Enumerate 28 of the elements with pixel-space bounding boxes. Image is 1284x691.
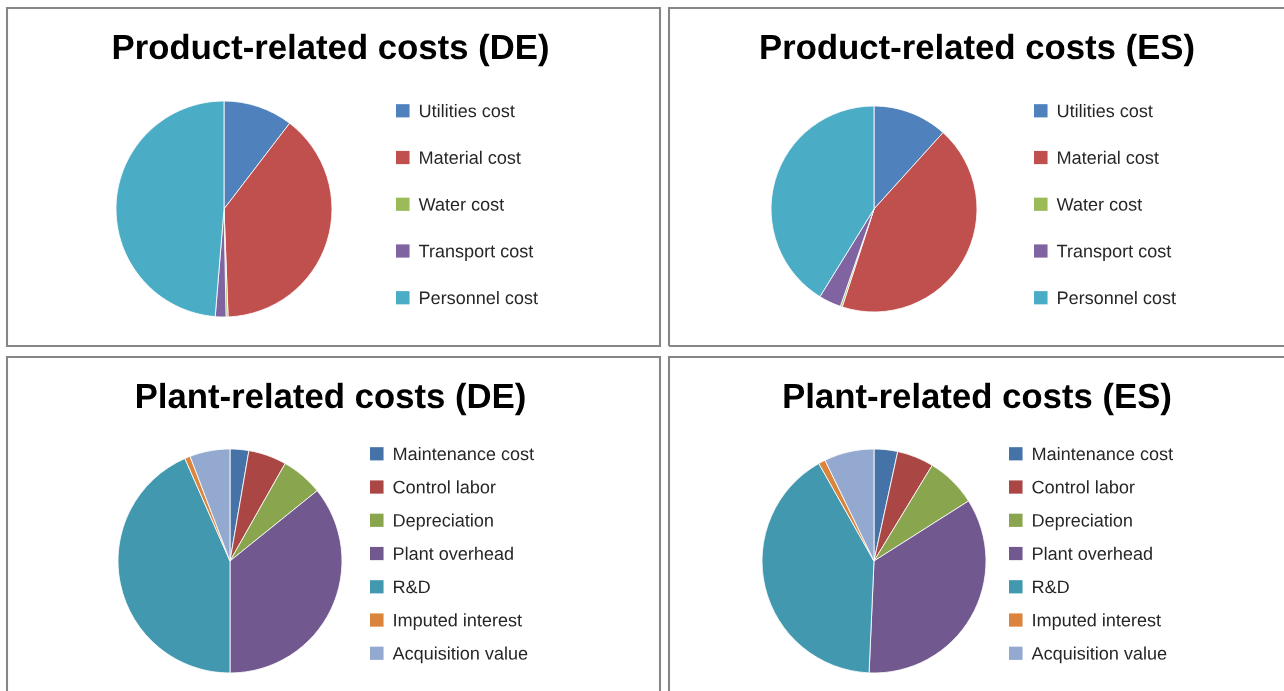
- chart-title: Plant-related costs (ES): [784, 382, 1171, 416]
- legend-label: Plant overhead: [1033, 546, 1152, 561]
- legend-label: Plant overhead: [394, 546, 513, 561]
- legend-label: Personnel cost: [420, 290, 538, 305]
- legend-label: Transport cost: [1056, 244, 1172, 262]
- legend-label: Imputed interest: [1033, 613, 1161, 631]
- legend-label: Acquisition value: [1031, 646, 1167, 664]
- legend-label: Personnel cost: [1058, 290, 1176, 305]
- legend-label: Imputed interest: [394, 613, 522, 631]
- legend-label: Depreciation: [1033, 513, 1132, 531]
- legend-label: R&D: [394, 580, 430, 594]
- legend-label: Acquisition value: [392, 646, 528, 664]
- legend-label: Material cost: [1058, 150, 1159, 164]
- legend-label: Maintenance cost: [394, 447, 534, 461]
- legend-label: Control labor: [1032, 480, 1135, 494]
- legend-label: Transport cost: [418, 244, 534, 262]
- chart-title: Product-related costs (DE): [113, 33, 548, 67]
- legend-label: Utilities cost: [419, 104, 515, 118]
- chart-title: Product-related costs (ES): [761, 33, 1194, 67]
- legend-label: Control labor: [393, 480, 496, 494]
- chart-title: Plant-related costs (DE): [137, 382, 525, 416]
- legend-label: Water cost: [418, 198, 505, 211]
- legend-label: Depreciation: [394, 513, 493, 531]
- legend-label: Maintenance cost: [1033, 447, 1173, 461]
- legend-label: Utilities cost: [1057, 104, 1153, 118]
- legend-label: Material cost: [420, 150, 521, 164]
- legend-label: R&D: [1033, 580, 1069, 594]
- legend-label: Water cost: [1056, 198, 1143, 211]
